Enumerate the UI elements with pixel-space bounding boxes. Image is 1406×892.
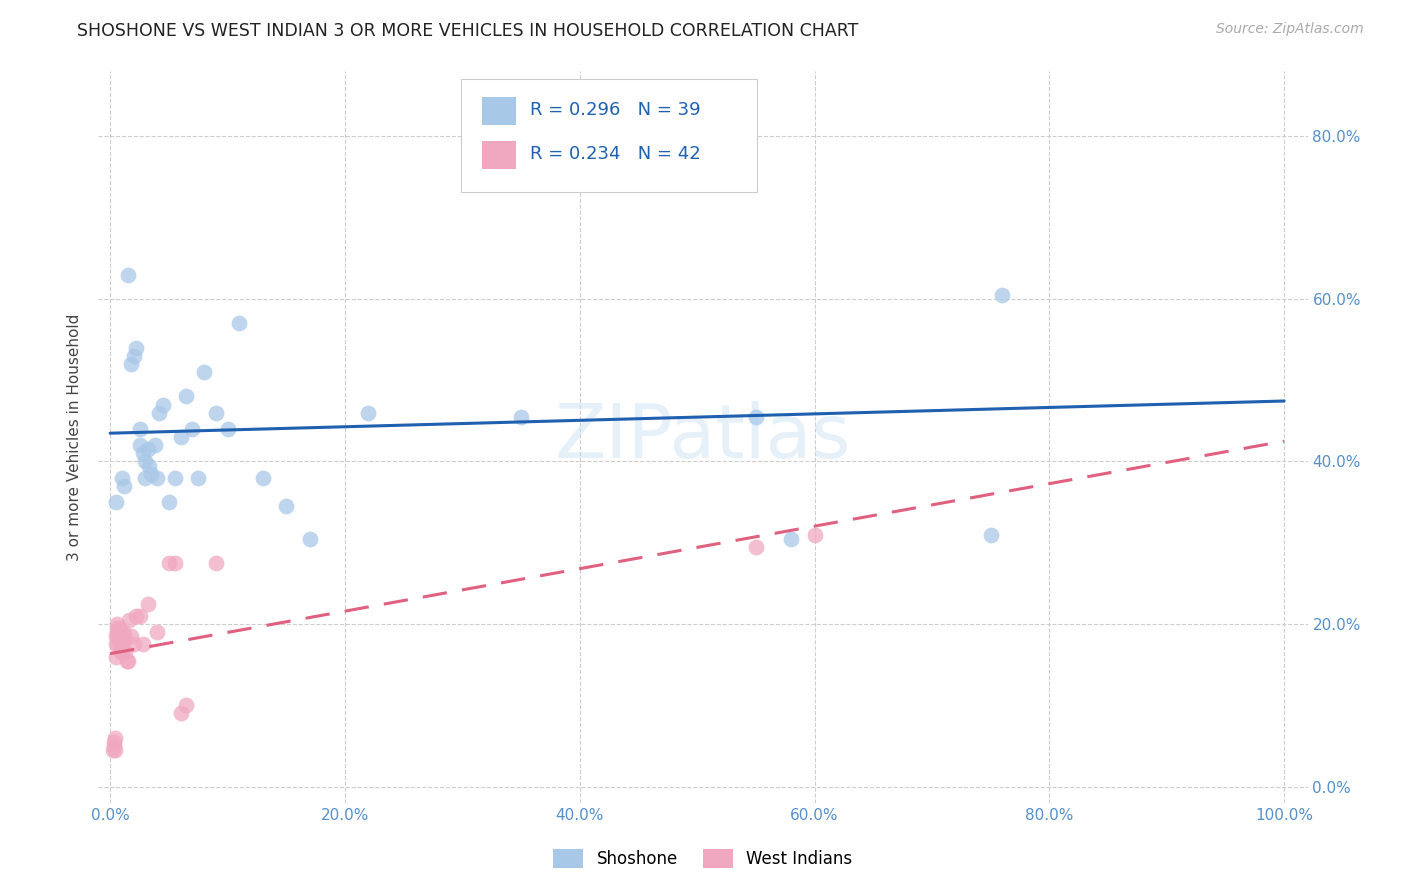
Point <box>107 629 129 643</box>
Point <box>138 458 160 473</box>
Point <box>104 731 127 745</box>
Point <box>105 649 128 664</box>
Point <box>108 629 131 643</box>
Point <box>163 471 186 485</box>
FancyBboxPatch shape <box>461 78 758 192</box>
Point <box>217 422 239 436</box>
Point <box>112 625 135 640</box>
Point <box>125 341 148 355</box>
Point <box>510 121 533 136</box>
Point <box>176 389 198 403</box>
Point <box>132 637 155 651</box>
Point <box>157 556 180 570</box>
Point <box>125 608 148 623</box>
Legend: Shoshone, West Indians: Shoshone, West Indians <box>547 842 859 875</box>
Point <box>803 527 825 541</box>
Point <box>105 629 128 643</box>
Point <box>146 625 169 640</box>
Point <box>103 735 125 749</box>
Point <box>105 625 128 640</box>
Point <box>136 597 159 611</box>
Point <box>117 268 139 282</box>
Point <box>152 398 174 412</box>
Point <box>176 698 198 713</box>
Point <box>157 495 180 509</box>
Point <box>357 406 380 420</box>
Point <box>114 645 136 659</box>
Point <box>134 471 156 485</box>
Point <box>128 608 150 623</box>
Point <box>108 625 131 640</box>
Text: ZIPatlas: ZIPatlas <box>555 401 851 474</box>
Point <box>187 471 209 485</box>
Point <box>112 629 135 643</box>
Point <box>108 621 131 635</box>
Point <box>105 637 128 651</box>
Point <box>115 654 138 668</box>
Y-axis label: 3 or more Vehicles in Household: 3 or more Vehicles in Household <box>67 313 83 561</box>
Text: R = 0.234   N = 42: R = 0.234 N = 42 <box>530 145 700 163</box>
Point <box>107 637 129 651</box>
Point <box>148 406 170 420</box>
Point <box>120 357 142 371</box>
Point <box>136 442 159 457</box>
Point <box>141 467 163 481</box>
Point <box>193 365 215 379</box>
Bar <box>482 141 516 169</box>
Point <box>991 288 1014 302</box>
Point <box>105 495 128 509</box>
Point <box>204 556 226 570</box>
Point <box>228 316 250 330</box>
Point <box>111 641 134 656</box>
Point <box>143 438 166 452</box>
Point <box>112 633 135 648</box>
Point <box>128 422 150 436</box>
Point <box>111 471 134 485</box>
Point <box>181 422 204 436</box>
Point <box>110 641 132 656</box>
Point <box>745 409 768 424</box>
Bar <box>482 97 516 125</box>
Point <box>105 617 128 632</box>
Point <box>252 471 274 485</box>
Point <box>132 446 155 460</box>
Point <box>980 527 1002 541</box>
Point <box>169 430 191 444</box>
Point <box>118 613 141 627</box>
Point <box>298 532 321 546</box>
Point <box>745 540 768 554</box>
Point <box>122 349 145 363</box>
Point <box>204 406 226 420</box>
Point <box>169 706 191 721</box>
Point <box>163 556 186 570</box>
Point <box>276 499 298 513</box>
Point <box>103 739 125 753</box>
Point <box>101 743 124 757</box>
Point <box>110 645 132 659</box>
Point <box>104 743 127 757</box>
Point <box>134 454 156 468</box>
Point <box>146 471 169 485</box>
Text: Source: ZipAtlas.com: Source: ZipAtlas.com <box>1216 22 1364 37</box>
Point <box>120 629 142 643</box>
Point <box>111 637 134 651</box>
Point <box>780 532 803 546</box>
Point <box>122 637 145 651</box>
Point <box>111 645 134 659</box>
Point <box>117 654 139 668</box>
Text: R = 0.296   N = 39: R = 0.296 N = 39 <box>530 101 700 120</box>
Point <box>510 409 533 424</box>
Text: SHOSHONE VS WEST INDIAN 3 OR MORE VEHICLES IN HOUSEHOLD CORRELATION CHART: SHOSHONE VS WEST INDIAN 3 OR MORE VEHICL… <box>77 22 859 40</box>
Point <box>105 621 128 635</box>
Point <box>128 438 150 452</box>
Point <box>112 479 135 493</box>
